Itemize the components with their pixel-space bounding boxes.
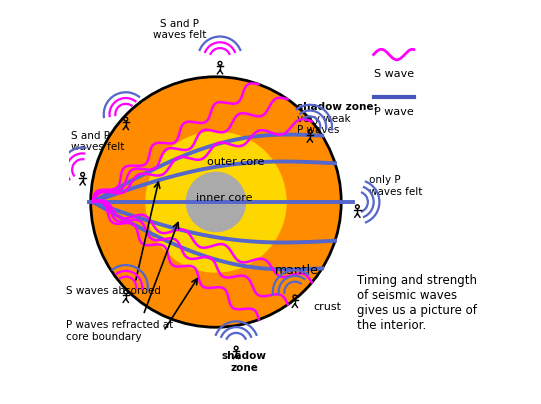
Text: P wave: P wave [374,107,414,117]
Text: S and P
waves felt: S and P waves felt [153,19,206,40]
Text: only P
waves felt: only P waves felt [370,175,423,197]
Text: S wave: S wave [374,69,414,79]
Text: S and P
waves felt: S and P waves felt [70,130,124,152]
Circle shape [91,77,341,327]
Text: inner core: inner core [196,193,252,203]
Text: crust: crust [313,302,341,312]
Circle shape [146,131,287,273]
Text: Timing and strength
of seismic waves
gives us a picture of
the interior.: Timing and strength of seismic waves giv… [358,274,477,332]
Text: mantle: mantle [275,264,319,277]
Text: P waves refracted at
core boundary: P waves refracted at core boundary [67,320,174,342]
Text: shadow
zone: shadow zone [222,351,267,373]
Text: outer core: outer core [207,157,265,166]
Text: S waves absorbed: S waves absorbed [67,286,161,296]
Text: shadow zone:: shadow zone: [296,102,377,112]
Text: very weak
P waves: very weak P waves [296,114,351,135]
Circle shape [186,172,246,232]
